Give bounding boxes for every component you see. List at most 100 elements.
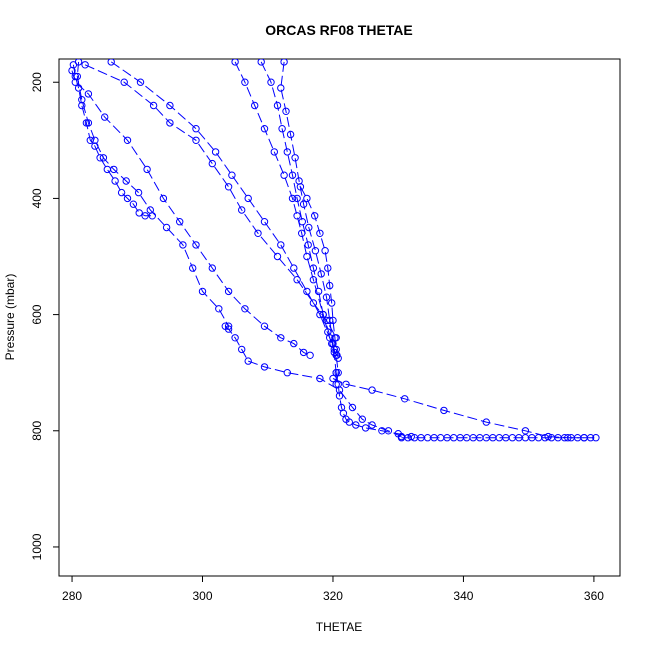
data-point bbox=[288, 194, 297, 203]
series-line bbox=[224, 325, 402, 438]
data-point bbox=[228, 171, 236, 179]
data-point bbox=[283, 148, 291, 156]
data-point bbox=[254, 229, 262, 238]
data-point bbox=[159, 194, 168, 203]
data-point bbox=[299, 200, 308, 208]
data-point bbox=[352, 421, 360, 429]
data-point bbox=[290, 264, 298, 272]
y-tick-label: 400 bbox=[30, 188, 44, 208]
x-tick-label: 320 bbox=[323, 589, 343, 603]
data-point bbox=[332, 380, 340, 388]
data-point bbox=[82, 119, 91, 127]
data-point bbox=[231, 334, 239, 342]
data-point bbox=[306, 351, 314, 359]
data-point bbox=[290, 339, 298, 348]
data-point bbox=[378, 427, 386, 435]
data-point bbox=[293, 212, 301, 220]
data-point bbox=[401, 395, 409, 403]
data-point bbox=[257, 59, 265, 66]
data-point bbox=[71, 78, 80, 86]
data-point bbox=[521, 427, 530, 435]
data-point bbox=[244, 194, 252, 203]
data-point bbox=[192, 136, 200, 145]
data-point bbox=[149, 101, 158, 110]
data-point bbox=[192, 125, 200, 133]
data-point bbox=[407, 432, 415, 441]
data-point bbox=[68, 66, 76, 75]
data-point bbox=[78, 96, 86, 104]
data-point bbox=[324, 264, 332, 272]
data-point bbox=[143, 165, 151, 174]
x-tick-label: 360 bbox=[584, 589, 604, 603]
data-point bbox=[309, 264, 318, 272]
data-point bbox=[329, 316, 337, 325]
data-point bbox=[277, 241, 285, 249]
data-point bbox=[135, 209, 143, 217]
data-point bbox=[321, 247, 329, 255]
data-point bbox=[311, 212, 319, 220]
data-point bbox=[322, 293, 331, 301]
data-point bbox=[592, 434, 600, 442]
data-point bbox=[224, 183, 233, 191]
data-point bbox=[368, 386, 376, 394]
data-point bbox=[361, 424, 370, 432]
data-point bbox=[331, 334, 339, 342]
data-point bbox=[146, 206, 155, 214]
series-8 bbox=[231, 59, 338, 354]
data-point bbox=[296, 183, 305, 191]
data-point bbox=[309, 276, 318, 284]
data-point bbox=[208, 159, 217, 168]
data-point bbox=[211, 148, 220, 156]
x-tick-label: 280 bbox=[62, 589, 82, 603]
data-point bbox=[122, 177, 130, 185]
data-point bbox=[198, 287, 207, 296]
data-point bbox=[304, 241, 312, 249]
data-point bbox=[440, 406, 448, 415]
data-point bbox=[224, 325, 233, 333]
data-point bbox=[162, 223, 171, 232]
data-point bbox=[348, 403, 357, 412]
data-point bbox=[244, 357, 252, 365]
data-point bbox=[260, 322, 269, 330]
y-tick-label: 600 bbox=[30, 304, 44, 324]
data-point bbox=[358, 415, 366, 423]
data-point bbox=[317, 270, 325, 278]
data-point bbox=[270, 148, 278, 156]
data-point bbox=[329, 374, 337, 383]
data-point bbox=[260, 218, 269, 226]
data-point bbox=[107, 59, 115, 66]
series-layer bbox=[68, 59, 600, 442]
data-point bbox=[179, 241, 187, 249]
data-point bbox=[334, 369, 342, 377]
series-line bbox=[71, 70, 311, 356]
data-point bbox=[544, 432, 552, 441]
data-point bbox=[482, 418, 490, 426]
data-point bbox=[293, 276, 301, 284]
data-point bbox=[291, 154, 299, 162]
data-point bbox=[241, 78, 249, 86]
data-point bbox=[286, 130, 295, 139]
data-point bbox=[311, 247, 320, 255]
data-point bbox=[123, 194, 132, 203]
data-point bbox=[586, 434, 595, 442]
y-axis: 200 400 600 800 1000 bbox=[30, 72, 59, 560]
data-point bbox=[238, 206, 246, 214]
data-point bbox=[293, 194, 301, 203]
data-point bbox=[215, 305, 223, 313]
series-3 bbox=[68, 66, 314, 359]
data-point bbox=[273, 101, 282, 110]
data-point bbox=[141, 212, 149, 220]
data-point bbox=[136, 78, 145, 86]
data-point bbox=[91, 136, 99, 145]
data-point bbox=[273, 252, 282, 261]
data-point bbox=[81, 61, 89, 69]
data-point bbox=[309, 299, 318, 307]
series-line bbox=[76, 61, 230, 327]
x-tick-label: 340 bbox=[453, 589, 473, 603]
data-point bbox=[123, 136, 132, 145]
series-2 bbox=[73, 59, 233, 330]
x-tick-label: 300 bbox=[192, 589, 212, 603]
data-point bbox=[134, 188, 143, 197]
